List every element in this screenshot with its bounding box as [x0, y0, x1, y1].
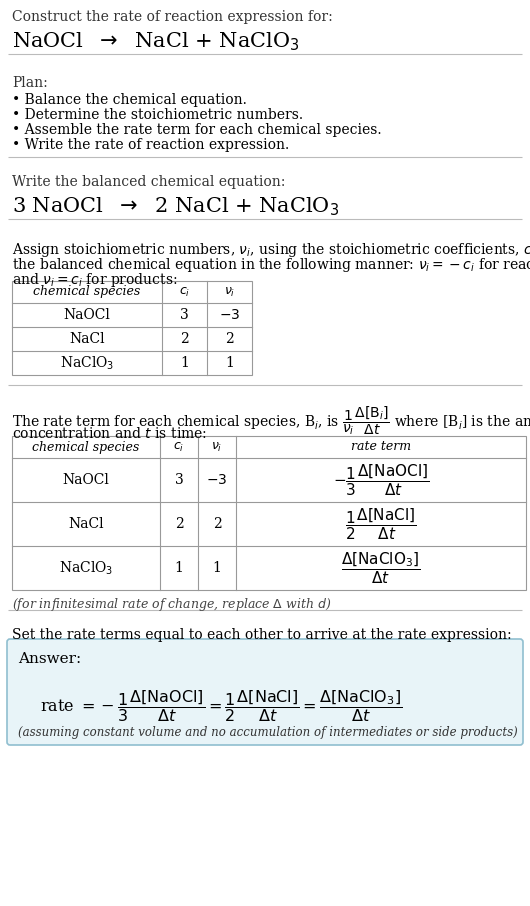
Text: 1: 1 — [180, 356, 189, 370]
Text: (assuming constant volume and no accumulation of intermediates or side products): (assuming constant volume and no accumul… — [18, 726, 518, 739]
Bar — [12, 281, 252, 375]
Text: Construct the rate of reaction expression for:: Construct the rate of reaction expressio… — [12, 10, 333, 24]
Text: NaCl: NaCl — [69, 332, 105, 346]
Text: NaCl: NaCl — [68, 517, 104, 531]
Text: $\nu_i$: $\nu_i$ — [211, 440, 223, 454]
Text: the balanced chemical equation in the following manner: $\nu_i = -c_i$ for react: the balanced chemical equation in the fo… — [12, 256, 530, 274]
Text: rate term: rate term — [351, 440, 411, 454]
Text: and $\nu_i = c_i$ for products:: and $\nu_i = c_i$ for products: — [12, 271, 178, 289]
Text: $\dfrac{\Delta[\mathrm{NaClO_3}]}{\Delta t}$: $\dfrac{\Delta[\mathrm{NaClO_3}]}{\Delta… — [341, 550, 421, 586]
Text: 2: 2 — [225, 332, 234, 346]
Text: 1: 1 — [174, 561, 183, 575]
Text: Answer:: Answer: — [18, 652, 81, 666]
Text: NaClO$_3$: NaClO$_3$ — [60, 354, 114, 371]
Text: NaOCl  $\rightarrow$  NaCl + NaClO$_3$: NaOCl $\rightarrow$ NaCl + NaClO$_3$ — [12, 30, 299, 53]
Text: 2: 2 — [180, 332, 189, 346]
Text: 1: 1 — [225, 356, 234, 370]
Text: NaOCl: NaOCl — [64, 308, 110, 322]
Text: chemical species: chemical species — [32, 440, 139, 454]
Text: chemical species: chemical species — [33, 285, 140, 298]
Text: • Determine the stoichiometric numbers.: • Determine the stoichiometric numbers. — [12, 108, 303, 122]
Text: 3 NaOCl  $\rightarrow$  2 NaCl + NaClO$_3$: 3 NaOCl $\rightarrow$ 2 NaCl + NaClO$_3$ — [12, 195, 339, 217]
Text: rate $= -\dfrac{1}{3}\dfrac{\Delta[\mathrm{NaOCl}]}{\Delta t} = \dfrac{1}{2}\dfr: rate $= -\dfrac{1}{3}\dfrac{\Delta[\math… — [40, 688, 402, 724]
Text: concentration and $t$ is time:: concentration and $t$ is time: — [12, 426, 207, 441]
Text: $c_i$: $c_i$ — [179, 285, 190, 299]
Text: The rate term for each chemical species, B$_i$, is $\dfrac{1}{\nu_i}\dfrac{\Delt: The rate term for each chemical species,… — [12, 404, 530, 437]
Text: 3: 3 — [174, 473, 183, 487]
Text: $c_i$: $c_i$ — [173, 440, 184, 454]
Text: NaClO$_3$: NaClO$_3$ — [59, 559, 113, 577]
Bar — [12, 436, 526, 590]
Text: $-3$: $-3$ — [219, 308, 240, 322]
Text: 2: 2 — [213, 517, 222, 531]
Text: Write the balanced chemical equation:: Write the balanced chemical equation: — [12, 175, 285, 189]
Text: NaOCl: NaOCl — [63, 473, 109, 487]
Text: (for infinitesimal rate of change, replace $\Delta$ with $d$): (for infinitesimal rate of change, repla… — [12, 596, 331, 613]
Text: 1: 1 — [213, 561, 222, 575]
Text: • Assemble the rate term for each chemical species.: • Assemble the rate term for each chemic… — [12, 123, 382, 137]
Text: $\dfrac{1}{2}\dfrac{\Delta[\mathrm{NaCl}]}{\Delta t}$: $\dfrac{1}{2}\dfrac{\Delta[\mathrm{NaCl}… — [345, 506, 417, 542]
Text: 2: 2 — [174, 517, 183, 531]
Text: • Write the rate of reaction expression.: • Write the rate of reaction expression. — [12, 138, 289, 152]
Text: Plan:: Plan: — [12, 76, 48, 90]
FancyBboxPatch shape — [7, 639, 523, 745]
Text: Assign stoichiometric numbers, $\nu_i$, using the stoichiometric coefficients, $: Assign stoichiometric numbers, $\nu_i$, … — [12, 241, 530, 259]
Text: $-\dfrac{1}{3}\dfrac{\Delta[\mathrm{NaOCl}]}{\Delta t}$: $-\dfrac{1}{3}\dfrac{\Delta[\mathrm{NaOC… — [333, 462, 429, 498]
Text: Set the rate terms equal to each other to arrive at the rate expression:: Set the rate terms equal to each other t… — [12, 628, 511, 642]
Text: • Balance the chemical equation.: • Balance the chemical equation. — [12, 93, 247, 107]
Text: $-3$: $-3$ — [206, 473, 228, 487]
Text: $\nu_i$: $\nu_i$ — [224, 285, 235, 299]
Text: 3: 3 — [180, 308, 189, 322]
